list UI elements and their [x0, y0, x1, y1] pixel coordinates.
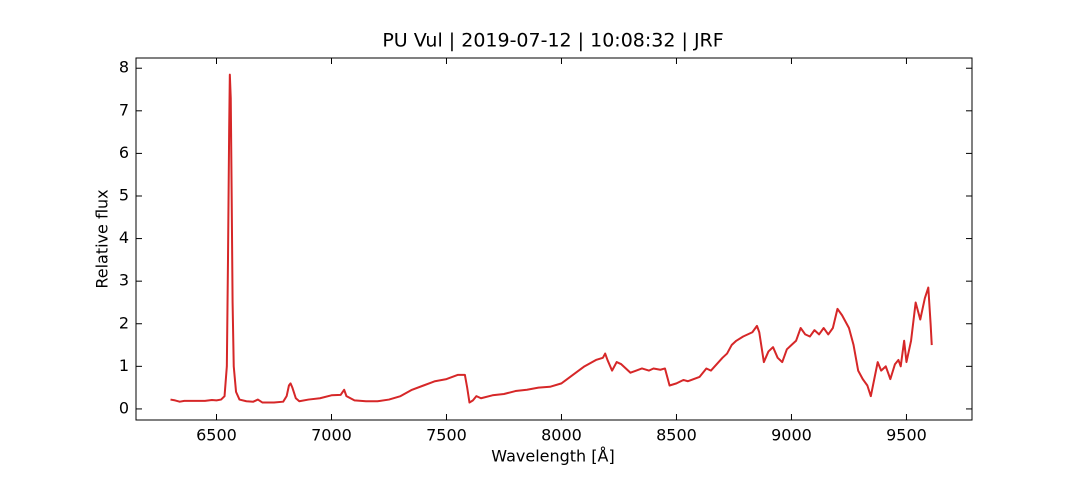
y-tick-label: 3	[119, 271, 129, 290]
plot-frame	[135, 57, 973, 421]
x-tick-label: 7000	[311, 426, 352, 445]
x-tick-label: 8500	[656, 426, 697, 445]
y-tick-label: 6	[119, 143, 129, 162]
x-tick-label: 8000	[541, 426, 582, 445]
x-tick-label: 7500	[426, 426, 467, 445]
y-tick-label: 7	[119, 100, 129, 119]
x-tick-label: 9000	[771, 426, 812, 445]
spectrum-line	[170, 73, 933, 404]
y-tick-label: 0	[119, 398, 129, 417]
x-tick-label: 6500	[196, 426, 237, 445]
x-axis-label: Wavelength [Å]	[491, 447, 614, 466]
y-tick-label: 1	[119, 356, 129, 375]
chart-title: PU Vul | 2019-07-12 | 10:08:32 | JRF	[382, 30, 723, 52]
x-tick-label: 9500	[886, 426, 927, 445]
y-tick-label: 8	[119, 58, 129, 77]
y-tick-label: 4	[119, 228, 129, 247]
y-tick-label: 2	[119, 313, 129, 332]
y-axis-label: Relative flux	[93, 189, 112, 288]
y-tick-label: 5	[119, 185, 129, 204]
